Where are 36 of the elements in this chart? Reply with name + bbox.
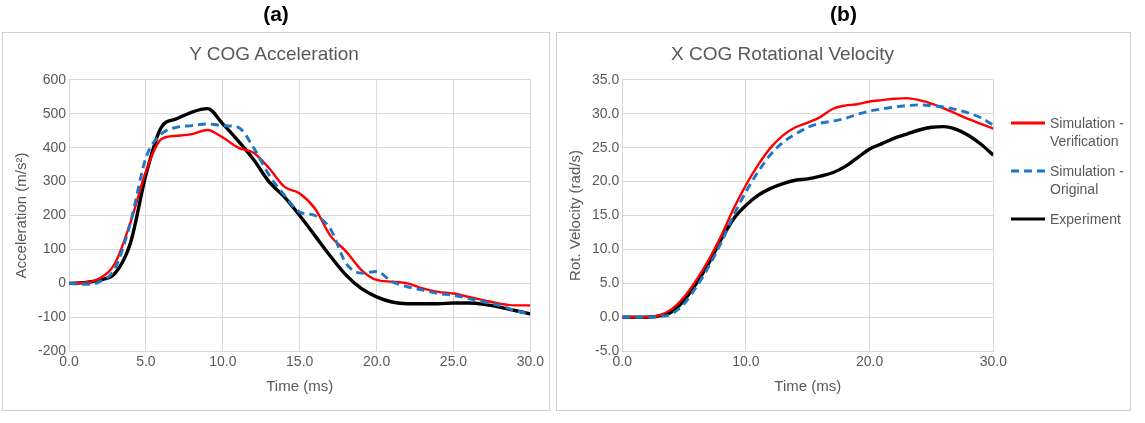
y-tick-label: 30.0 xyxy=(592,104,620,121)
y-tick-label: -100 xyxy=(37,308,67,325)
y-tick-label: 0 xyxy=(58,274,67,291)
legend-label: Simulation - Verification xyxy=(1050,113,1125,150)
y-tick-label: 25.0 xyxy=(592,138,620,155)
x-axis-title: Time (ms) xyxy=(774,377,842,395)
y-axis-title: Rot. Velocity (rad/s) xyxy=(566,150,584,281)
chart-title: X COG Rotational Velocity xyxy=(671,42,895,64)
legend-label: Experiment xyxy=(1050,209,1121,228)
y-tick-label: 200 xyxy=(42,206,67,223)
y-tick-label: 500 xyxy=(42,104,67,121)
x-tick-label: 20.0 xyxy=(362,353,391,370)
y-tick-label: 10.0 xyxy=(592,240,620,257)
y-tick-label: 400 xyxy=(42,138,67,155)
y-tick-label: 100 xyxy=(42,240,67,257)
text: (a) xyxy=(262,2,290,27)
x-tick-label: 25.0 xyxy=(439,353,468,370)
x-tick-label: 10.0 xyxy=(209,353,237,370)
x-axis-title: Time (ms) xyxy=(266,377,334,395)
y-tick-label: 15.0 xyxy=(592,206,620,223)
x-tick-label: 20.0 xyxy=(856,353,884,370)
y-tick-label: 0.0 xyxy=(599,308,620,325)
x-tick-label: 30.0 xyxy=(516,353,545,370)
y-tick-label: 300 xyxy=(42,172,67,189)
y-axis-title: Acceleration (m/s²) xyxy=(12,152,30,279)
x-tick-label: 5.0 xyxy=(136,353,156,370)
chart-title: Y COG Acceleration xyxy=(189,42,359,64)
x-tick-label: 15.0 xyxy=(286,353,314,370)
text: (b) xyxy=(829,2,858,27)
x-tick-label: 30.0 xyxy=(979,353,1008,370)
legend-label: Simulation - Original xyxy=(1050,161,1125,198)
x-tick-label: 10.0 xyxy=(732,353,760,370)
y-tick-label: 5.0 xyxy=(599,274,620,291)
y-tick-label: 600 xyxy=(42,70,67,87)
y-tick-label: 20.0 xyxy=(592,172,620,189)
y-tick-label: 35.0 xyxy=(592,70,620,87)
